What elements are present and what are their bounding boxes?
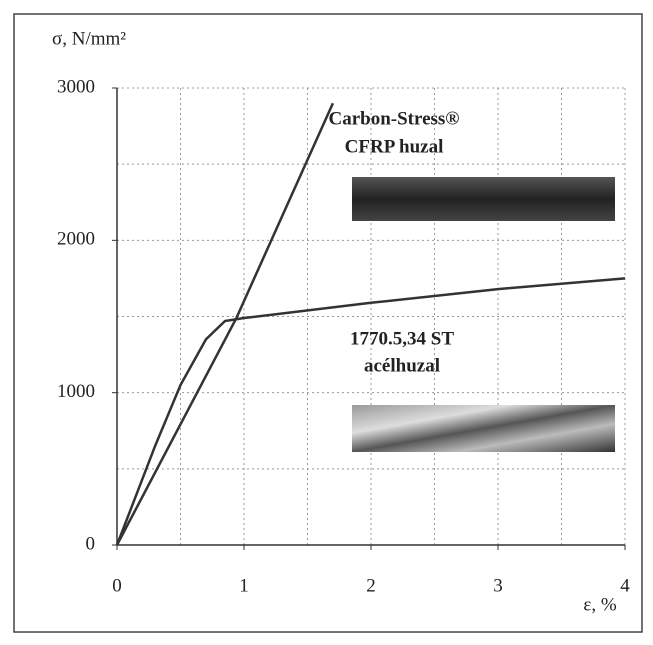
series-line xyxy=(115,102,335,546)
x-tick-label: 2 xyxy=(366,575,376,596)
x-tick-label: 0 xyxy=(112,575,122,596)
x-tick-label: 1 xyxy=(239,575,249,596)
annotation: CFRP huzal xyxy=(345,136,444,157)
cfrp-photo xyxy=(352,177,615,221)
annotation: 1770.5,34 ST xyxy=(350,328,454,349)
y-tick-label: 0 xyxy=(86,533,96,554)
steel-photo xyxy=(352,405,615,452)
y-tick-label: 1000 xyxy=(57,381,95,402)
series-line xyxy=(115,277,626,546)
frame xyxy=(13,13,643,633)
x-tick-label: 4 xyxy=(620,575,630,596)
annotation: Carbon-Stress® xyxy=(328,108,459,129)
y-axis-label: σ, N/mm² xyxy=(52,28,126,49)
annotation: acélhuzal xyxy=(364,355,440,376)
x-axis-label: ε, % xyxy=(583,594,616,615)
x-tick-label: 3 xyxy=(493,575,503,596)
y-tick-label: 3000 xyxy=(57,76,95,97)
y-tick-label: 2000 xyxy=(57,229,95,250)
